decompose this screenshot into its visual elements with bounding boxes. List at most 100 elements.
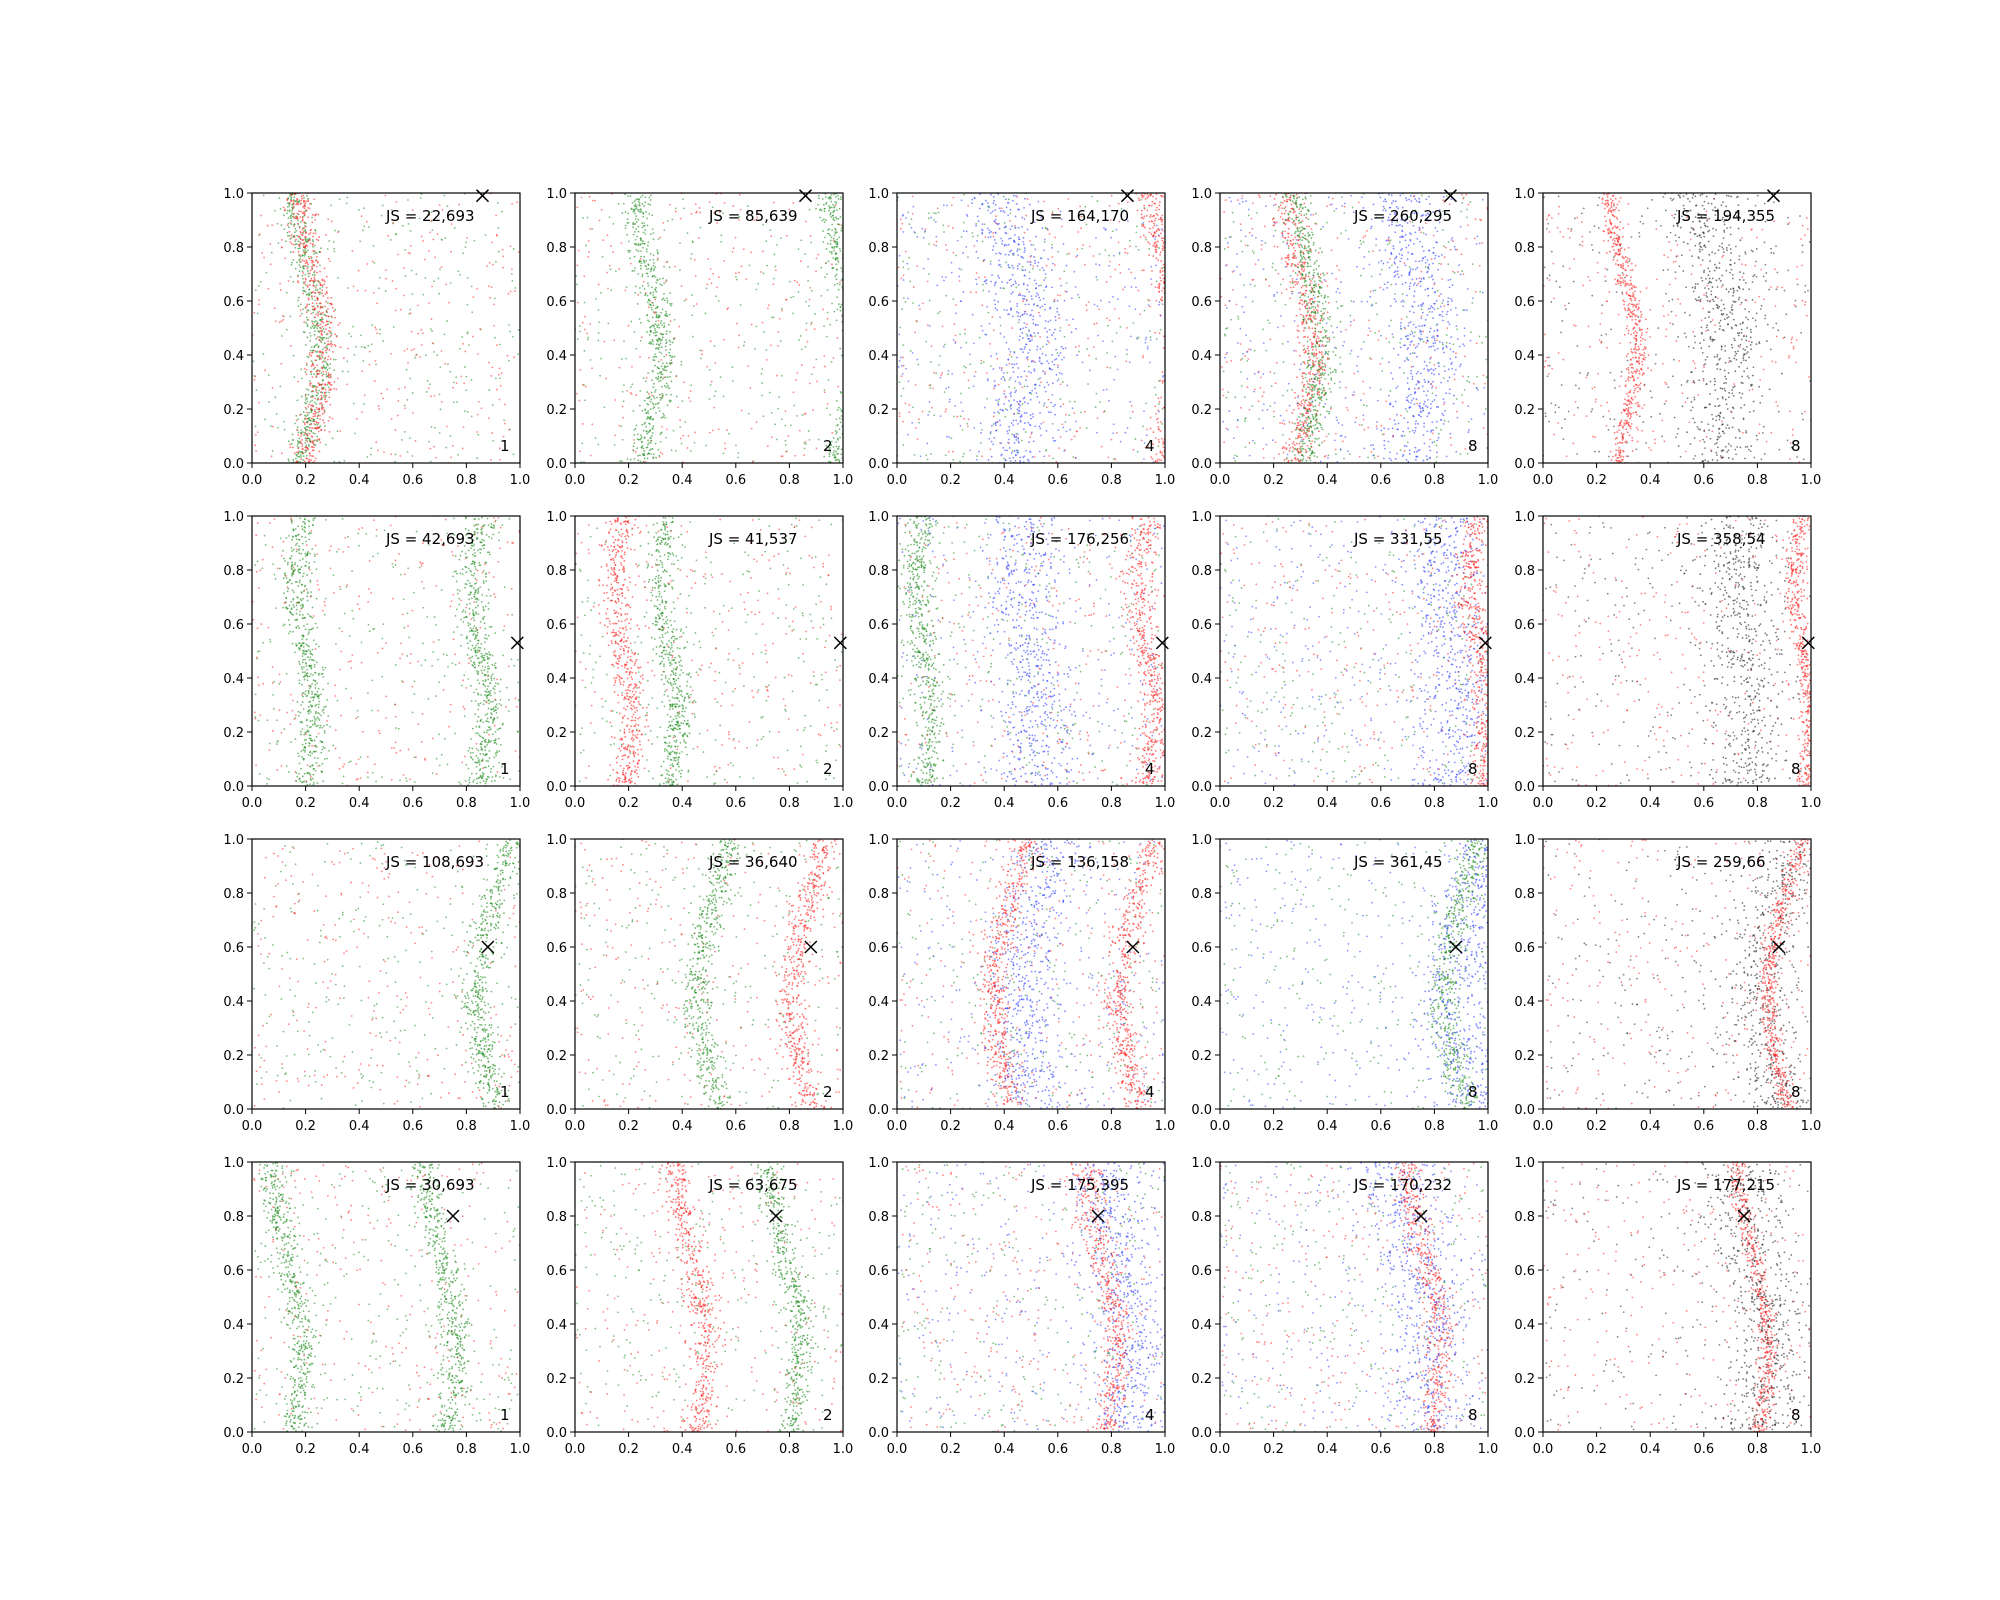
scatter-point: [969, 363, 972, 366]
scatter-point: [291, 212, 293, 215]
scatter-point: [1031, 267, 1034, 270]
scatter-point: [857, 378, 859, 380]
scatter-point: [691, 335, 694, 338]
scatter-point: [983, 223, 986, 226]
scatter-point: [501, 248, 504, 251]
scatter-point: [1051, 334, 1053, 336]
scatter-point: [490, 375, 493, 377]
scatter-point: [1168, 270, 1170, 272]
scatter-point: [297, 219, 299, 222]
scatter-point: [994, 209, 997, 211]
scatter-point: [669, 375, 671, 378]
scatter-point: [1010, 422, 1013, 424]
scatter-point: [303, 254, 306, 257]
scatter-point: [952, 298, 955, 301]
scatter-point: [762, 272, 765, 275]
scatter-point: [488, 389, 491, 391]
scatter-point: [858, 388, 860, 390]
scatter-point: [947, 370, 950, 372]
scatter-point: [377, 405, 380, 408]
scatter-point: [908, 404, 911, 406]
scatter-point: [1135, 286, 1137, 289]
scatter-point: [302, 206, 304, 208]
scatter-point: [1030, 431, 1033, 434]
scatter-point: [951, 372, 953, 375]
scatter-point: [1006, 430, 1009, 433]
scatter-point: [321, 279, 324, 282]
scatter-point: [657, 237, 660, 240]
scatter-point: [962, 252, 965, 254]
scatter-point: [1170, 340, 1172, 342]
scatter-point: [862, 313, 864, 315]
scatter-point: [848, 380, 850, 382]
scatter-point: [799, 335, 802, 337]
scatter-point: [738, 334, 741, 337]
scatter-point: [1017, 409, 1020, 412]
scatter-point: [1054, 413, 1057, 416]
scatter-point: [1051, 353, 1054, 356]
scatter-point: [652, 407, 654, 410]
scatter-point: [728, 432, 730, 435]
scatter-point: [775, 438, 778, 441]
scatter-point: [1137, 336, 1140, 339]
scatter-point: [1155, 338, 1158, 340]
scatter-point: [1058, 313, 1060, 316]
scatter-point: [498, 377, 501, 380]
scatter-point: [1185, 384, 1187, 386]
scatter-point: [617, 202, 620, 205]
scatter-point: [295, 419, 298, 422]
scatter-point: [792, 295, 795, 298]
scatter-point: [966, 425, 969, 428]
scatter-point: [284, 240, 287, 243]
scatter-point: [838, 417, 841, 420]
scatter-point: [302, 251, 305, 254]
scatter-point: [305, 194, 308, 197]
scatter-point: [312, 261, 315, 263]
scatter-point: [1169, 284, 1171, 286]
scatter-point: [318, 426, 320, 429]
scatter-point: [366, 455, 369, 458]
scatter-point: [836, 282, 839, 285]
scatter-point: [304, 371, 307, 373]
scatter-point: [960, 401, 963, 404]
scatter-point: [318, 389, 320, 392]
scatter-point: [1183, 401, 1185, 403]
scatter-point: [1017, 376, 1019, 378]
scatter-point: [303, 211, 306, 213]
scatter-point: [648, 320, 651, 323]
scatter-point: [318, 236, 321, 238]
scatter-point: [642, 429, 645, 432]
scatter-point: [1011, 433, 1014, 436]
scatter-point: [322, 419, 324, 422]
scatter-point: [1188, 395, 1190, 397]
scatter-point: [1004, 459, 1007, 462]
scatter-point: [328, 389, 331, 391]
scatter-point: [966, 422, 969, 425]
scatter-point: [654, 266, 657, 269]
scatter-point: [834, 430, 837, 432]
scatter-point: [643, 457, 646, 460]
scatter-point: [1053, 363, 1056, 366]
scatter-point: [498, 367, 501, 370]
scatter-point: [317, 411, 320, 414]
scatter-point: [693, 441, 696, 444]
scatter-point: [1157, 425, 1160, 428]
scatter-point: [1005, 225, 1008, 228]
scatter-point: [1038, 450, 1041, 453]
scatter-point: [1016, 196, 1019, 198]
scatter-point: [948, 400, 951, 403]
scatter-point: [618, 366, 621, 369]
scatter-point: [1169, 389, 1171, 391]
scatter-point: [654, 353, 657, 356]
scatter-point: [1012, 267, 1015, 269]
scatter-point: [334, 308, 337, 311]
scatter-point: [304, 235, 307, 238]
scatter-point: [1005, 244, 1008, 247]
scatter-point: [330, 384, 333, 386]
scatter-point: [917, 418, 920, 421]
scatter-point: [988, 290, 990, 293]
scatter-point: [952, 251, 955, 254]
scatter-point: [300, 260, 302, 263]
scatter-point: [303, 221, 306, 224]
scatter-point: [965, 341, 968, 344]
